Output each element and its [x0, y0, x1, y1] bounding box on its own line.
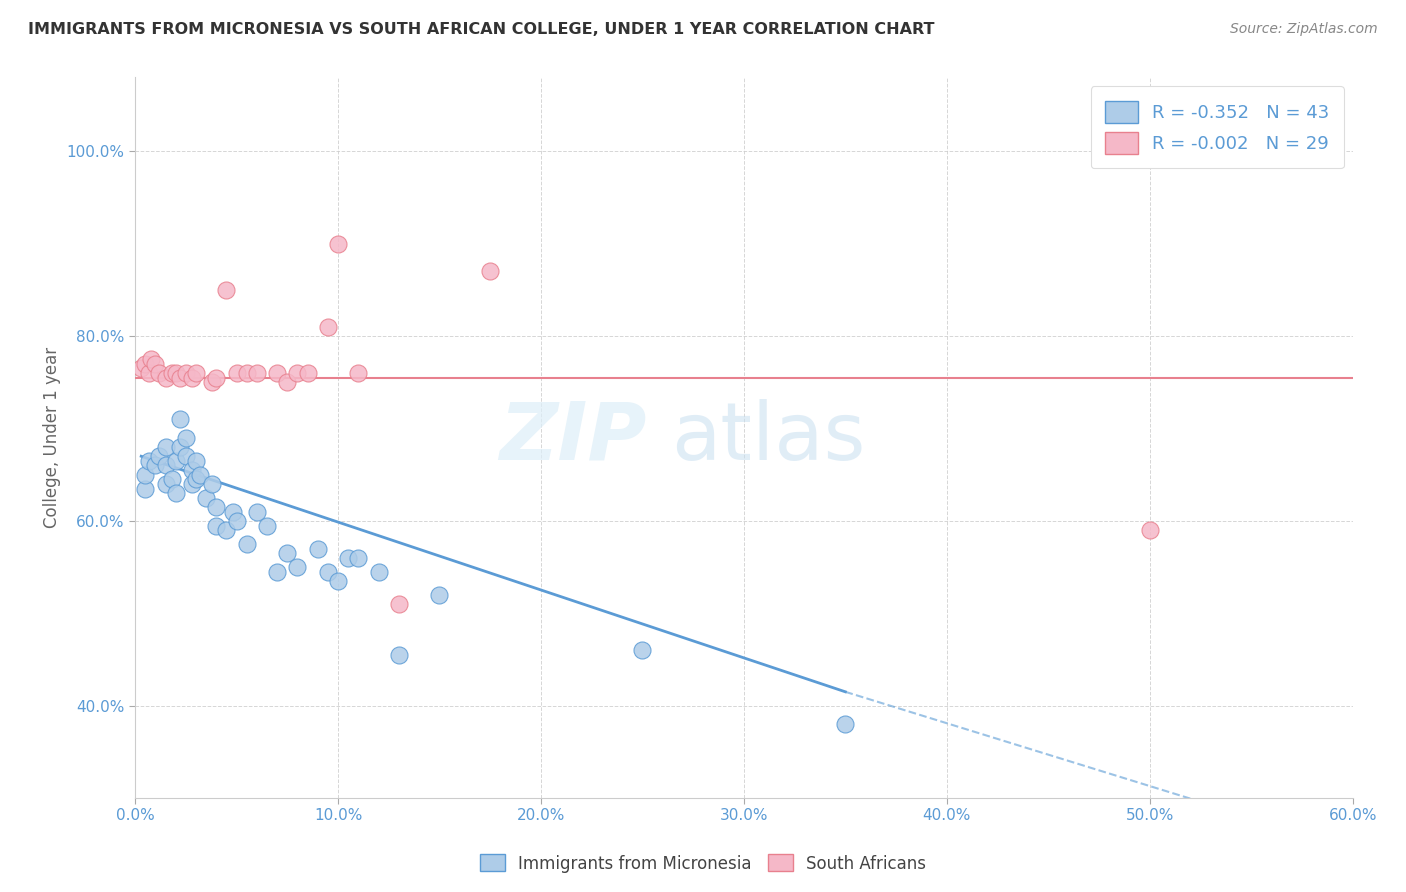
Point: [134, 467, 156, 482]
Point: [180, 370, 202, 384]
Point: [287, 366, 309, 380]
Point: [225, 366, 247, 380]
Point: [631, 643, 654, 657]
Point: [155, 440, 177, 454]
Point: [141, 352, 163, 367]
Point: [337, 550, 360, 565]
Legend: R = -0.352   N = 43, R = -0.002   N = 29: R = -0.352 N = 43, R = -0.002 N = 29: [1091, 87, 1344, 169]
Point: [155, 370, 177, 384]
Point: [205, 518, 228, 533]
Legend: Immigrants from Micronesia, South Africans: Immigrants from Micronesia, South Africa…: [472, 847, 934, 880]
Point: [297, 366, 319, 380]
Point: [174, 449, 197, 463]
Point: [174, 366, 197, 380]
Point: [287, 560, 309, 574]
Point: [215, 523, 238, 537]
Point: [184, 454, 207, 468]
Point: [347, 366, 370, 380]
Point: [148, 449, 170, 463]
Y-axis label: College, Under 1 year: College, Under 1 year: [44, 347, 60, 528]
Point: [246, 366, 269, 380]
Point: [134, 482, 156, 496]
Point: [205, 500, 228, 514]
Point: [180, 477, 202, 491]
Point: [479, 264, 502, 278]
Point: [221, 505, 243, 519]
Text: IMMIGRANTS FROM MICRONESIA VS SOUTH AFRICAN COLLEGE, UNDER 1 YEAR CORRELATION CH: IMMIGRANTS FROM MICRONESIA VS SOUTH AFRI…: [28, 22, 935, 37]
Point: [205, 370, 228, 384]
Point: [429, 588, 451, 602]
Text: ZIP: ZIP: [499, 399, 647, 476]
Point: [145, 458, 167, 473]
Point: [367, 565, 389, 579]
Point: [276, 546, 298, 560]
Point: [201, 376, 224, 390]
Point: [169, 370, 191, 384]
Point: [165, 486, 187, 500]
Point: [834, 717, 856, 731]
Point: [129, 361, 152, 376]
Point: [388, 597, 411, 611]
Point: [165, 366, 187, 380]
Point: [165, 454, 187, 468]
Point: [246, 505, 269, 519]
Point: [160, 366, 183, 380]
Text: atlas: atlas: [671, 399, 865, 476]
Point: [184, 472, 207, 486]
Point: [169, 440, 191, 454]
Point: [266, 366, 288, 380]
Point: [184, 366, 207, 380]
Point: [155, 458, 177, 473]
Point: [388, 648, 411, 662]
Point: [138, 454, 160, 468]
Point: [215, 283, 238, 297]
Point: [326, 236, 349, 251]
Point: [1139, 523, 1161, 537]
Point: [174, 431, 197, 445]
Point: [316, 565, 339, 579]
Text: Source: ZipAtlas.com: Source: ZipAtlas.com: [1230, 22, 1378, 37]
Point: [148, 366, 170, 380]
Point: [195, 491, 218, 505]
Point: [160, 472, 183, 486]
Point: [225, 514, 247, 528]
Point: [235, 537, 257, 551]
Point: [276, 376, 298, 390]
Point: [256, 518, 278, 533]
Point: [145, 357, 167, 371]
Point: [188, 467, 211, 482]
Point: [134, 357, 156, 371]
Point: [138, 366, 160, 380]
Point: [266, 565, 288, 579]
Point: [201, 477, 224, 491]
Point: [155, 477, 177, 491]
Point: [235, 366, 257, 380]
Point: [180, 463, 202, 477]
Point: [307, 541, 329, 556]
Point: [347, 550, 370, 565]
Point: [169, 412, 191, 426]
Point: [316, 319, 339, 334]
Point: [326, 574, 349, 588]
